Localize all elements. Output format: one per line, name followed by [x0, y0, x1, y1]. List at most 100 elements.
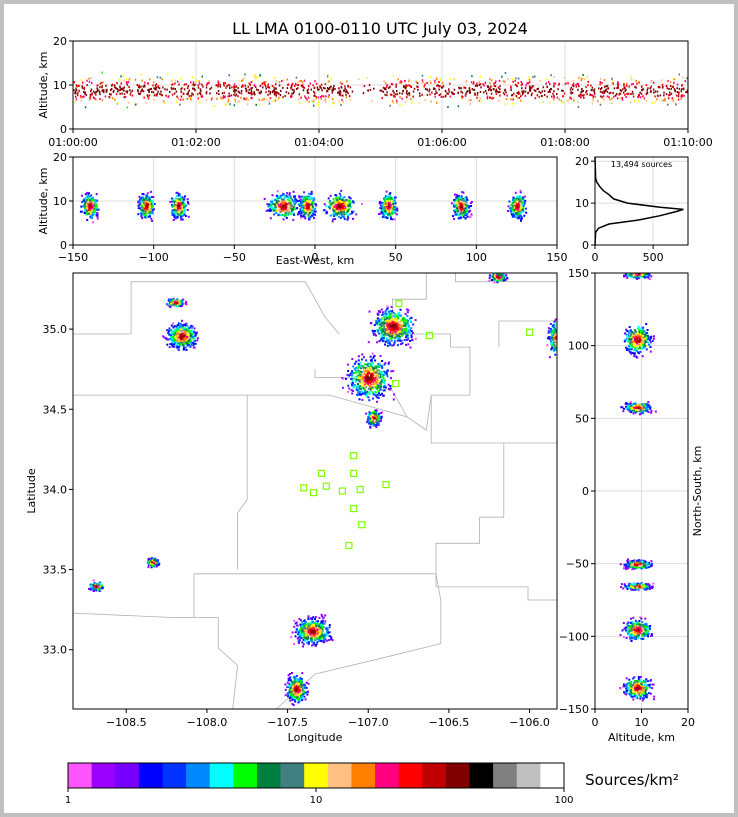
source-point — [378, 391, 381, 394]
source-point — [343, 218, 346, 220]
source-point — [174, 202, 177, 205]
source-point — [296, 207, 298, 210]
source-point — [386, 209, 388, 212]
source-point — [598, 87, 600, 90]
source-point — [86, 191, 89, 194]
source-point — [388, 313, 391, 315]
source-point — [346, 80, 348, 83]
source-point — [164, 102, 166, 105]
source-point — [351, 384, 353, 387]
source-point — [344, 212, 347, 215]
source-point — [665, 93, 668, 96]
source-point — [616, 87, 618, 89]
source-point — [356, 378, 359, 381]
source-point — [168, 327, 171, 330]
source-point — [381, 89, 383, 92]
source-point — [408, 92, 411, 95]
source-point — [234, 91, 236, 94]
source-point — [394, 201, 397, 204]
source-point — [382, 312, 385, 315]
source-point — [313, 92, 316, 95]
source-point — [380, 325, 383, 328]
source-point — [307, 88, 310, 91]
source-point — [237, 95, 239, 98]
source-point — [662, 85, 664, 88]
source-point — [381, 97, 383, 100]
source-point — [403, 339, 406, 342]
source-point — [386, 321, 389, 324]
source-point — [386, 316, 389, 319]
source-point — [369, 381, 372, 383]
source-point — [408, 80, 410, 83]
source-point — [471, 88, 474, 91]
source-point — [392, 201, 395, 204]
source-point — [140, 210, 143, 213]
source-point — [291, 82, 294, 85]
source-point — [388, 317, 391, 320]
source-point — [270, 204, 273, 207]
source-point — [339, 207, 342, 210]
source-point — [181, 196, 184, 199]
source-point — [175, 333, 178, 336]
source-point — [160, 93, 162, 96]
source-point — [550, 74, 552, 77]
source-point — [393, 334, 396, 337]
source-point — [90, 88, 93, 91]
source-point — [253, 75, 256, 78]
source-point — [316, 86, 319, 89]
source-point — [283, 197, 286, 200]
source-point — [120, 75, 122, 78]
source-point — [169, 343, 172, 345]
source-point — [172, 297, 175, 300]
source-point — [229, 87, 231, 90]
source-point — [540, 91, 542, 94]
source-point — [177, 332, 180, 335]
source-point — [517, 81, 519, 84]
source-point — [386, 211, 389, 214]
source-point — [678, 88, 681, 90]
source-point — [525, 84, 527, 87]
source-point — [189, 330, 192, 333]
x-tick-label: −50 — [223, 251, 246, 264]
source-point — [502, 92, 505, 95]
source-point — [479, 75, 481, 78]
source-point — [406, 321, 409, 324]
source-point — [200, 95, 203, 98]
source-point — [386, 203, 388, 206]
altitude-tick-label: 0 — [60, 123, 67, 136]
source-point — [271, 200, 274, 203]
source-point — [369, 88, 372, 91]
source-point — [140, 204, 143, 207]
source-point — [554, 327, 556, 330]
source-point — [630, 101, 632, 104]
source-point — [627, 92, 630, 95]
source-point — [387, 316, 390, 319]
source-point — [78, 89, 80, 92]
source-point — [549, 101, 551, 104]
source-point — [173, 325, 176, 328]
source-point — [81, 86, 84, 89]
source-point — [95, 193, 98, 196]
source-point — [572, 98, 575, 100]
source-point — [86, 213, 89, 216]
source-point — [404, 85, 406, 88]
source-point — [244, 84, 246, 87]
source-point — [250, 87, 252, 90]
source-point — [141, 79, 143, 82]
source-point — [276, 91, 279, 94]
source-point — [348, 387, 351, 390]
source-point — [262, 98, 264, 101]
source-point — [556, 96, 559, 99]
source-point — [174, 337, 177, 340]
source-point — [197, 84, 199, 87]
source-point — [288, 203, 291, 206]
source-point — [317, 96, 320, 99]
source-point — [329, 206, 332, 209]
source-point — [551, 325, 554, 328]
source-point — [487, 89, 490, 92]
source-point — [192, 342, 195, 345]
source-point — [361, 375, 364, 378]
source-point — [173, 333, 176, 336]
source-point — [171, 336, 174, 339]
source-point — [354, 385, 356, 388]
